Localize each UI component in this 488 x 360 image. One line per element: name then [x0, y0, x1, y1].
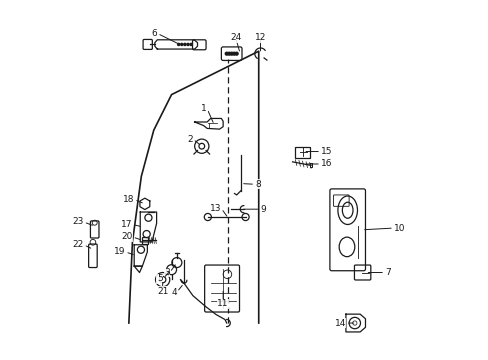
Text: 2: 2: [187, 135, 192, 144]
Bar: [142, 237, 148, 244]
Text: 1: 1: [201, 104, 207, 113]
Circle shape: [225, 52, 228, 55]
Text: 4: 4: [171, 288, 177, 297]
Text: 13: 13: [209, 204, 221, 213]
Circle shape: [190, 43, 192, 45]
Circle shape: [186, 43, 189, 45]
Text: 5: 5: [157, 274, 163, 283]
Circle shape: [181, 43, 183, 45]
Text: 20: 20: [121, 233, 132, 242]
Circle shape: [177, 43, 180, 45]
Text: 3: 3: [163, 268, 169, 277]
Text: 14: 14: [334, 319, 345, 328]
Text: 18: 18: [122, 195, 134, 204]
Bar: [309, 163, 312, 167]
Circle shape: [230, 52, 233, 55]
Text: 15: 15: [320, 147, 332, 156]
Circle shape: [232, 52, 235, 55]
Text: 6: 6: [151, 29, 157, 38]
Text: 8: 8: [255, 180, 261, 189]
Text: 9: 9: [260, 205, 266, 214]
Text: 12: 12: [254, 33, 265, 42]
Text: 11: 11: [217, 299, 228, 308]
Text: 17: 17: [121, 220, 132, 229]
Text: 10: 10: [393, 224, 405, 233]
Text: 21: 21: [157, 287, 168, 296]
Text: 19: 19: [114, 247, 125, 256]
Bar: [295, 147, 309, 158]
Text: 22: 22: [72, 240, 83, 249]
Text: 16: 16: [320, 159, 332, 168]
Circle shape: [235, 52, 238, 55]
Circle shape: [183, 43, 185, 45]
Circle shape: [227, 52, 230, 55]
Text: 7: 7: [384, 268, 390, 277]
Text: 23: 23: [72, 217, 83, 226]
Text: 24: 24: [229, 33, 241, 42]
